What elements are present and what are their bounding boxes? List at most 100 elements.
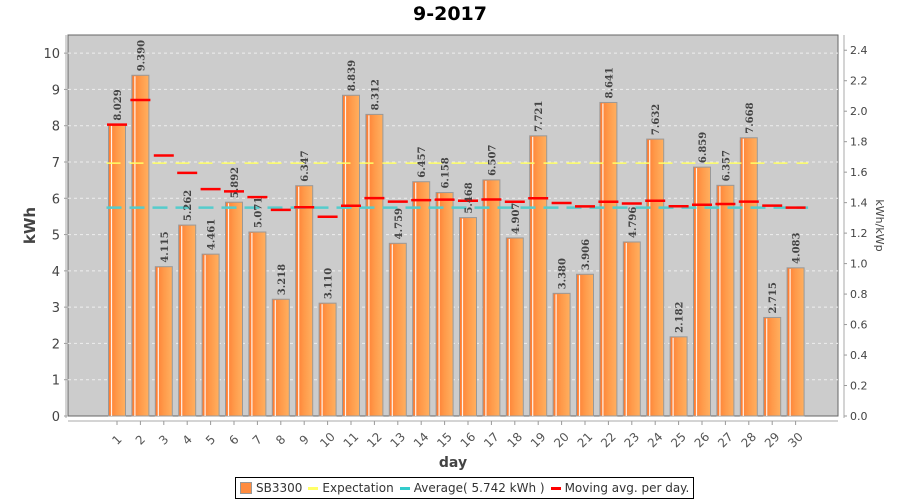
data-label: 5.262: [183, 190, 194, 221]
y2-tick-label: 1.6: [850, 166, 868, 179]
bar: [435, 192, 454, 417]
legend-swatch: [240, 482, 252, 494]
bar: [201, 253, 220, 417]
x-tick-label: 28: [738, 430, 759, 451]
x-tick-label: 21: [575, 430, 596, 451]
x-tick-label: 17: [481, 430, 502, 451]
data-label: 7.632: [651, 104, 662, 135]
y-axis-title: kWh: [21, 207, 39, 244]
data-label: 5.468: [464, 182, 475, 213]
x-tick-label: 29: [762, 430, 783, 451]
data-label: 4.796: [628, 207, 639, 238]
data-label: 8.312: [370, 79, 381, 110]
bar: [693, 166, 711, 417]
y2-tick-label: 1.4: [850, 197, 868, 210]
data-label: 3.218: [277, 264, 288, 295]
y-tick-label: 6: [52, 192, 60, 207]
x-axis-title: day: [439, 455, 467, 471]
data-label: 3.380: [558, 258, 569, 289]
data-label: 6.457: [417, 146, 428, 177]
y-tick-label: 2: [52, 337, 60, 352]
data-label: 9.390: [136, 40, 147, 71]
bar: [295, 185, 314, 417]
x-tick-label: 10: [317, 430, 338, 451]
bar: [225, 201, 243, 417]
y2-tick-label: 0.8: [850, 288, 868, 301]
bar: [529, 135, 548, 417]
data-label: 6.347: [300, 150, 311, 181]
data-label: 6.507: [487, 145, 498, 176]
data-label: 5.071: [253, 197, 264, 228]
x-tick-label: 12: [364, 430, 385, 451]
y-tick-label: 1: [52, 374, 60, 389]
legend-swatch: [399, 486, 410, 490]
x-tick-label: 30: [785, 430, 806, 451]
data-label: 4.083: [792, 232, 803, 263]
x-tick-label: 23: [621, 430, 642, 451]
x-tick-label: 25: [668, 430, 689, 451]
x-tick-label: 20: [551, 430, 572, 451]
data-label: 8.839: [347, 60, 358, 91]
bar: [365, 113, 384, 417]
data-label: 6.859: [698, 132, 709, 163]
y2-tick-label: 2.0: [850, 105, 868, 118]
y-tick-label: 0: [52, 410, 60, 425]
data-label: 7.721: [534, 101, 545, 132]
data-label: 2.715: [768, 282, 779, 313]
y2-tick-label: 0.6: [850, 319, 868, 332]
x-tick-label: 9: [297, 432, 312, 447]
data-label: 2.182: [675, 301, 686, 332]
legend-item-sb3300: SB3300: [240, 481, 302, 495]
bar: [459, 217, 477, 417]
bar: [342, 94, 360, 417]
data-label: 6.158: [441, 157, 452, 188]
y-tick-label: 4: [52, 265, 60, 280]
bar: [271, 298, 290, 417]
x-tick-label: 26: [692, 430, 713, 451]
y2-tick-label: 0.0: [850, 410, 868, 423]
data-label: 8.641: [604, 67, 615, 98]
bar: [131, 74, 150, 417]
bar: [154, 266, 173, 417]
bar: [576, 273, 594, 417]
y2-tick-label: 1.0: [850, 258, 868, 271]
y-tick-label: 9: [52, 83, 60, 98]
bar: [599, 101, 618, 417]
legend-label: Moving avg. per day.: [564, 481, 690, 495]
x-tick-label: 7: [250, 432, 265, 447]
x-tick-label: 1: [109, 432, 124, 447]
y2-tick-label: 1.8: [850, 136, 868, 149]
legend-label: Average( 5.742 kWh ): [413, 481, 545, 495]
y-tick-label: 10: [43, 47, 60, 62]
legend: SB3300 Expectation Average( 5.742 kWh ) …: [235, 477, 695, 499]
bar: [178, 224, 197, 417]
x-tick-label: 27: [715, 430, 736, 451]
bar: [388, 242, 407, 417]
chart-canvas: 8.029 9.390 4.115 5.262 4.461 5.892 5.071 3.218…: [21, 34, 886, 471]
bar: [552, 292, 571, 417]
bar: [786, 267, 805, 417]
x-tick-label: 4: [180, 432, 195, 447]
x-tick-label: 16: [458, 430, 479, 451]
x-tick-label: 22: [598, 430, 619, 451]
bar: [763, 316, 782, 417]
data-label: 4.759: [394, 208, 405, 239]
x-tick-label: 6: [226, 432, 241, 447]
y-tick-label: 8: [52, 120, 60, 135]
data-label: 6.357: [721, 150, 732, 181]
bar: [482, 179, 501, 417]
bar: [669, 336, 688, 417]
x-tick-label: 24: [645, 430, 666, 451]
x-tick-label: 18: [504, 430, 525, 451]
data-label: 4.907: [511, 203, 522, 234]
y2-tick-label: 2.2: [850, 75, 868, 88]
legend-swatch: [308, 486, 319, 490]
bar: [622, 241, 641, 417]
data-label: 7.668: [745, 102, 756, 133]
legend-label: SB3300: [256, 481, 303, 495]
bar: [318, 302, 337, 417]
legend-item-moving-avg: Moving avg. per day.: [550, 481, 690, 495]
x-tick-label: 15: [434, 430, 455, 451]
data-label: 4.461: [207, 219, 218, 250]
bar: [505, 237, 524, 417]
